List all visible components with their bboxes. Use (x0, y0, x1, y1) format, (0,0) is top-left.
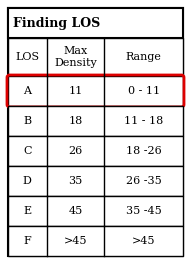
Text: D: D (23, 176, 32, 186)
Text: 26: 26 (68, 146, 83, 156)
Text: 26 -35: 26 -35 (126, 176, 162, 186)
Text: 0 - 11: 0 - 11 (128, 86, 160, 96)
Text: Max
Density: Max Density (54, 46, 97, 68)
Text: LOS: LOS (15, 52, 39, 62)
Text: >45: >45 (64, 236, 87, 246)
Text: 35: 35 (68, 176, 83, 186)
Text: 18 -26: 18 -26 (126, 146, 162, 156)
Bar (8, 196, 183, 226)
Text: Finding LOS: Finding LOS (13, 17, 100, 29)
Text: 11 - 18: 11 - 18 (124, 116, 163, 126)
Bar (8, 136, 183, 166)
Text: Range: Range (126, 52, 162, 62)
Bar (8, 76, 183, 106)
Text: B: B (23, 116, 31, 126)
Bar (8, 226, 183, 256)
Bar (8, 106, 183, 136)
Bar (8, 166, 183, 196)
Text: 11: 11 (68, 86, 83, 96)
Text: 35 -45: 35 -45 (126, 206, 162, 216)
Text: A: A (23, 86, 31, 96)
Text: E: E (23, 206, 31, 216)
Text: 45: 45 (68, 206, 83, 216)
Text: C: C (23, 146, 32, 156)
Bar (8, 8, 183, 38)
Text: >45: >45 (132, 236, 155, 246)
Text: F: F (23, 236, 31, 246)
Bar (8, 38, 183, 76)
Text: 18: 18 (68, 116, 83, 126)
